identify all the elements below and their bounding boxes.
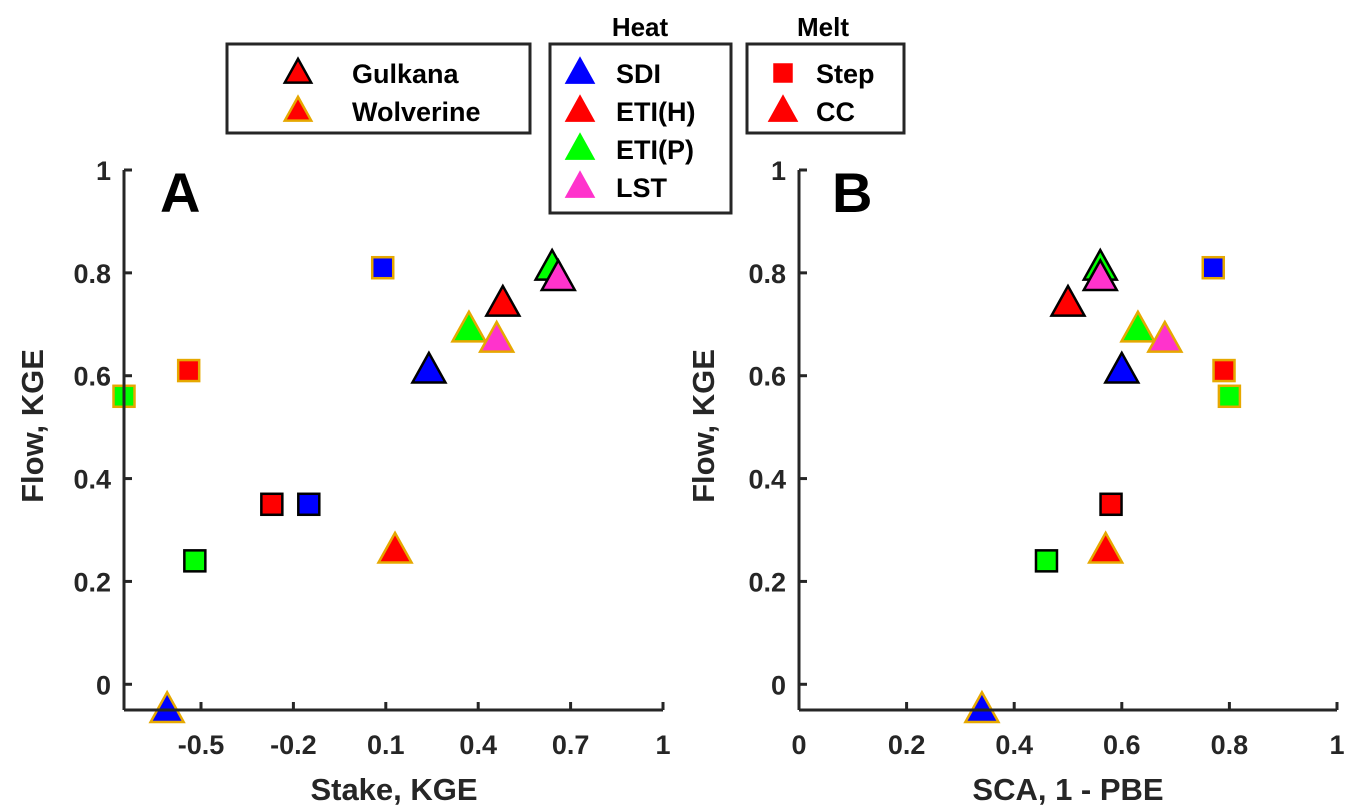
legend-marker-triangle	[767, 94, 799, 122]
x-tick-label: 0.7	[552, 730, 590, 760]
legend-item-label: Gulkana	[352, 59, 460, 89]
data-point-triangle	[1049, 283, 1087, 317]
legend-melt-items: Step CC	[767, 59, 875, 127]
legend-item-label: ETI(H)	[616, 97, 695, 127]
data-point-triangle	[1119, 309, 1157, 343]
data-point-square	[370, 255, 395, 280]
data-point-square	[1099, 492, 1123, 517]
data-point-square	[1217, 384, 1242, 409]
data-point-square	[260, 492, 284, 517]
data-point-square	[176, 358, 201, 383]
legend-marker-square	[773, 63, 793, 83]
y-tick-label: 0.4	[73, 465, 111, 495]
legend-heat-title: Heat	[612, 12, 669, 42]
data-point-square	[183, 549, 207, 573]
legend-item-label: LST	[616, 173, 668, 203]
panel-a-x-label: Stake, KGE	[310, 772, 477, 807]
x-tick-label: 1	[655, 730, 670, 760]
legend-glacier-box	[225, 42, 532, 135]
y-tick-label: 0.2	[748, 567, 786, 597]
y-tick-label: 1	[771, 156, 786, 186]
y-tick-label: 0.8	[748, 259, 786, 289]
legend-heat-items: SDI ETI(H) ETI(P) LST	[564, 56, 695, 203]
y-tick-label: 0.2	[73, 567, 111, 597]
x-tick-label: 0.6	[1103, 730, 1141, 760]
legend-marker-triangle	[564, 56, 596, 84]
legend-melt: Melt Step CC	[745, 12, 906, 135]
legend-item-label: Wolverine	[352, 97, 481, 127]
y-tick-label: 0.6	[73, 362, 111, 392]
legend-item-label: Step	[816, 59, 875, 89]
panel-a-markers	[112, 247, 577, 724]
legend-marker-triangle	[564, 94, 596, 122]
legend-item-label: CC	[816, 97, 855, 127]
panel-a-y-label: Flow, KGE	[15, 349, 50, 503]
legend-melt-title: Melt	[797, 12, 849, 42]
panel-b-x-ticks: 0 0.2 0.4 0.6 0.8 1	[791, 702, 1345, 760]
panel-b-axes	[797, 170, 1337, 712]
data-point-triangle	[450, 309, 488, 343]
legend-marker-triangle	[564, 132, 596, 160]
data-point-square	[1034, 549, 1059, 573]
data-point-triangle	[376, 530, 414, 564]
y-tick-label: 1	[96, 156, 111, 186]
panel-b: 0 0.2 0.4 0.6 0.8 1 0 0.2 0.4 0.6 0.8 1 B SCA, 1 -…	[686, 156, 1345, 807]
data-point-triangle	[1146, 319, 1184, 353]
y-tick-label: 0	[96, 670, 111, 700]
x-tick-label: 1	[1329, 730, 1344, 760]
data-point-square	[1201, 255, 1226, 280]
data-point-triangle	[148, 689, 186, 724]
data-point-triangle	[539, 257, 577, 292]
panel-a: -0.5 -0.2 0.1 0.4 0.7 1 0 0.2 0.4 0.6 0.8 1 A Stak…	[15, 156, 671, 807]
y-tick-label: 0	[771, 670, 786, 700]
x-tick-label: -0.2	[270, 730, 317, 760]
data-point-triangle	[478, 319, 516, 353]
data-point-triangle	[963, 689, 1001, 724]
legend-marker-triangle	[564, 170, 596, 198]
panel-b-y-ticks: 0 0.2 0.4 0.6 0.8 1	[748, 156, 807, 700]
panel-b-x-label: SCA, 1 - PBE	[972, 772, 1163, 807]
x-tick-label: 0.2	[888, 730, 926, 760]
legend-marker-triangle	[282, 94, 314, 122]
legend-heat: Heat SDI ETI(H) ETI(P) LST	[548, 12, 733, 215]
y-tick-label: 0.4	[748, 465, 786, 495]
data-point-triangle	[484, 283, 522, 317]
panel-a-axes	[122, 170, 663, 712]
y-tick-label: 0.8	[73, 259, 111, 289]
data-point-triangle	[1103, 350, 1141, 384]
data-point-square	[1212, 358, 1236, 383]
legend-marker-triangle	[282, 56, 314, 84]
x-tick-label: 0.1	[367, 730, 405, 760]
data-point-triangle	[410, 350, 448, 384]
x-tick-label: -0.5	[178, 730, 225, 760]
panel-b-letter: B	[832, 161, 872, 224]
y-tick-label: 0.6	[748, 362, 786, 392]
data-point-triangle	[1087, 530, 1125, 564]
x-tick-label: 0.4	[459, 730, 497, 760]
x-tick-label: 0	[791, 730, 806, 760]
panel-a-y-ticks: 0 0.2 0.4 0.6 0.8 1	[73, 156, 132, 700]
panel-a-letter: A	[160, 161, 200, 224]
data-point-triangle	[1081, 257, 1119, 292]
x-tick-label: 0.4	[995, 730, 1033, 760]
data-point-square	[297, 492, 321, 517]
legend-glacier-items: Gulkana Wolverine	[282, 56, 481, 127]
panel-b-markers	[963, 247, 1242, 724]
panel-a-x-ticks: -0.5 -0.2 0.1 0.4 0.7 1	[178, 702, 671, 760]
panel-b-y-label: Flow, KGE	[686, 349, 721, 503]
legend-item-label: ETI(P)	[616, 135, 694, 165]
legend-item-label: SDI	[616, 59, 661, 89]
x-tick-label: 0.8	[1211, 730, 1249, 760]
legend-glacier: Gulkana Wolverine	[225, 42, 532, 135]
